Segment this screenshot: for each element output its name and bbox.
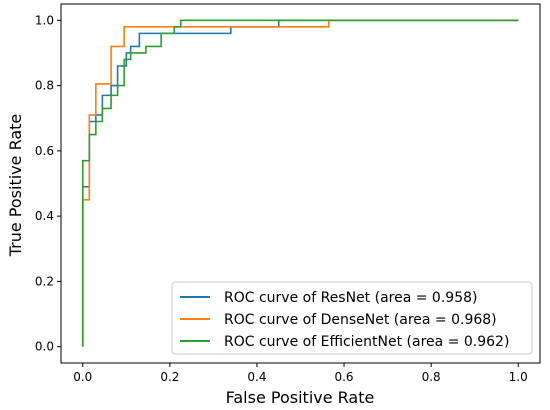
x-tick-label: 0.0 — [73, 370, 92, 384]
legend-box — [171, 281, 533, 355]
series-line-0 — [81, 19, 519, 347]
x-tick-label: 0.2 — [160, 370, 179, 384]
series-line-1 — [81, 19, 519, 347]
x-tick-label: 0.8 — [422, 370, 441, 384]
y-axis-label: True Positive Rate — [6, 114, 25, 258]
x-tick-label: 1.0 — [509, 370, 528, 384]
legend-entry-1: ROC curve of DenseNet (area = 0.968) — [224, 312, 497, 328]
x-axis-label: False Positive Rate — [226, 388, 375, 407]
x-axis-ticks: 0.0 0.2 0.4 0.6 0.8 1.0 — [73, 363, 528, 384]
legend-entry-0: ROC curve of ResNet (area = 0.958) — [224, 290, 477, 306]
x-tick-label: 0.6 — [334, 370, 353, 384]
x-tick-label: 0.4 — [247, 370, 266, 384]
legend-entry-2: ROC curve of EfficientNet (area = 0.962) — [224, 334, 509, 350]
y-tick-label: 0.6 — [35, 144, 54, 158]
y-tick-label: 0.8 — [35, 79, 54, 93]
y-tick-label: 0.4 — [35, 209, 54, 223]
y-axis-ticks: 0.0 0.2 0.4 0.6 0.8 1.0 — [35, 13, 61, 354]
y-tick-label: 0.2 — [35, 274, 54, 288]
legend: ROC curve of ResNet (area = 0.958) ROC cu… — [171, 281, 533, 355]
y-tick-label: 1.0 — [35, 13, 54, 27]
y-tick-label: 0.0 — [35, 340, 54, 354]
axes-frame — [60, 3, 541, 364]
series-line-2 — [81, 19, 519, 347]
plot-area — [60, 3, 541, 364]
